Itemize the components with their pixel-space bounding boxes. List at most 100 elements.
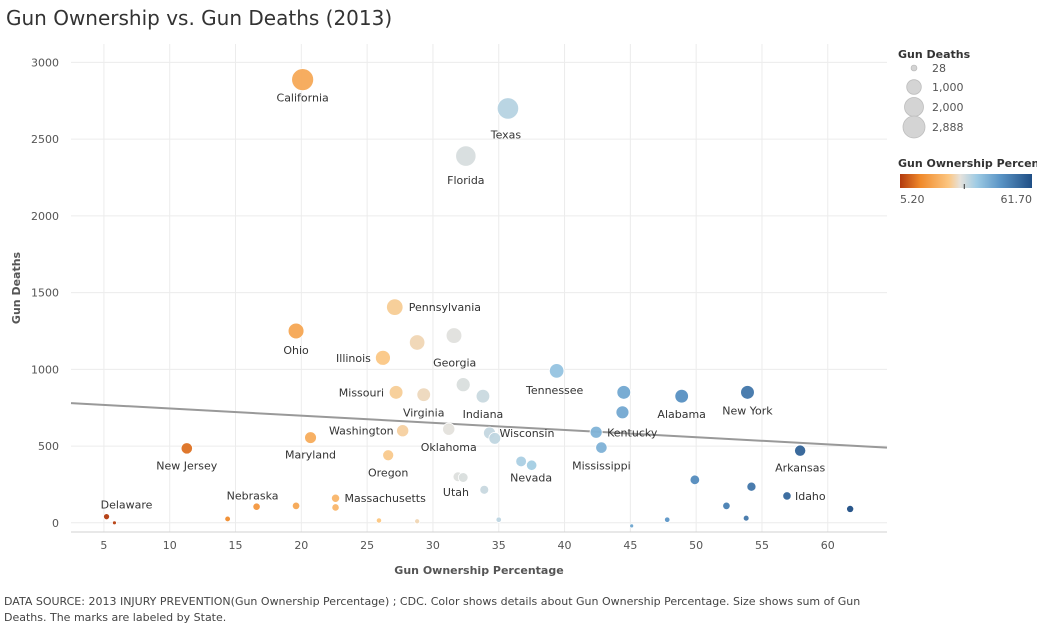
data-point — [375, 517, 383, 524]
data-point — [445, 327, 463, 344]
y-tick-label: 1000 — [31, 363, 59, 376]
mark-label: Florida — [447, 174, 484, 187]
data-point — [515, 455, 527, 468]
y-axis-label: Gun Deaths — [10, 251, 23, 324]
y-tick-label: 500 — [38, 440, 59, 453]
data-point — [589, 425, 603, 439]
data-point — [457, 472, 469, 483]
data-point — [495, 516, 502, 523]
mark-label: Nebraska — [227, 490, 279, 503]
size-legend-circle — [906, 79, 922, 95]
size-legend-title: Gun Deaths — [898, 48, 971, 61]
x-tick-label: 55 — [755, 539, 769, 552]
mark-label: Delaware — [101, 499, 153, 512]
x-tick-label: 5 — [100, 539, 107, 552]
size-legend-circle — [902, 115, 926, 139]
data-point — [375, 349, 391, 366]
data-point — [689, 474, 701, 486]
x-tick-label: 15 — [229, 539, 243, 552]
data-point — [455, 145, 477, 167]
data-point — [331, 503, 340, 512]
data-point — [548, 363, 565, 379]
y-tick-label: 1500 — [31, 287, 59, 300]
size-legend-label: 2,888 — [932, 121, 964, 134]
data-point — [782, 491, 792, 501]
mark-label: Georgia — [433, 356, 476, 369]
size-legend-label: 2,000 — [932, 101, 964, 114]
color-legend-title: Gun Ownership Percent.. — [898, 157, 1037, 170]
data-point — [287, 322, 305, 340]
mark-label: Massachusetts — [345, 492, 427, 505]
trend-line-segment — [70, 402, 888, 449]
data-point — [291, 68, 315, 92]
size-legend-circle — [910, 64, 918, 72]
size-legend-label: 28 — [932, 62, 946, 75]
data-point — [722, 501, 731, 511]
data-point — [103, 513, 110, 521]
x-tick-label: 45 — [623, 539, 637, 552]
data-point — [488, 432, 502, 445]
data-point — [409, 334, 426, 351]
data-point — [674, 388, 689, 404]
data-point — [742, 514, 750, 522]
data-point — [414, 518, 421, 525]
mark-label: Wisconsin — [500, 427, 555, 440]
data-point — [304, 431, 317, 444]
mark-label: Pennsylvania — [409, 301, 481, 314]
y-tick-label: 2000 — [31, 210, 59, 223]
data-point — [475, 388, 491, 404]
data-point — [629, 523, 635, 529]
size-legend-label: 1,000 — [932, 81, 964, 94]
mark-label: Tennessee — [525, 384, 584, 397]
data-point — [455, 377, 471, 393]
data-point — [526, 459, 538, 471]
data-point — [442, 422, 456, 436]
mark-label: Arkansas — [775, 462, 825, 475]
data-point — [496, 97, 520, 120]
data-point — [252, 502, 261, 511]
data-point — [616, 385, 632, 400]
x-tick-label: 30 — [426, 539, 440, 552]
mark-label: Nevada — [510, 471, 552, 484]
x-tick-label: 60 — [821, 539, 835, 552]
data-point — [180, 442, 193, 455]
data-point — [388, 385, 404, 400]
mark-label: Maryland — [285, 449, 336, 462]
mark-label: Ohio — [283, 344, 309, 357]
data-point — [794, 444, 807, 457]
mark-label: Mississippi — [572, 460, 631, 473]
grid-lines — [71, 44, 887, 532]
data-point — [595, 441, 608, 454]
x-axis-label: Gun Ownership Percentage — [394, 564, 563, 577]
mark-label: California — [277, 92, 329, 105]
mark-label: Indiana — [463, 408, 504, 421]
mark-label: Missouri — [339, 386, 384, 399]
x-tick-label: 50 — [689, 539, 703, 552]
y-tick-label: 2500 — [31, 133, 59, 146]
x-tick-label: 35 — [492, 539, 506, 552]
data-point — [746, 481, 757, 492]
axes: 5 10 15 20 25 30 35 40 45 50 55 60 0 500 1000 1500 2000 2… — [10, 56, 887, 577]
data-point — [382, 449, 395, 462]
data-point — [416, 387, 431, 402]
mark-label: New York — [722, 404, 773, 417]
mark-label: Oregon — [368, 466, 408, 479]
data-point — [112, 520, 117, 526]
x-tick-label: 10 — [163, 539, 177, 552]
data-point — [615, 405, 630, 420]
x-tick-label: 40 — [558, 539, 572, 552]
mark-label: Texas — [490, 128, 522, 141]
color-min-label: 5.20 — [900, 193, 925, 206]
data-point — [224, 515, 231, 523]
data-marks — [103, 68, 855, 529]
y-tick-label: 0 — [52, 517, 59, 530]
mark-label: Idaho — [795, 490, 826, 503]
color-max-label: 61.70 — [1001, 193, 1033, 206]
mark-label: New Jersey — [156, 459, 218, 472]
data-point — [386, 298, 404, 316]
data-point — [664, 516, 671, 523]
data-point — [479, 484, 490, 495]
color-ramp — [900, 174, 1032, 188]
mark-label: Kentucky — [607, 426, 658, 439]
